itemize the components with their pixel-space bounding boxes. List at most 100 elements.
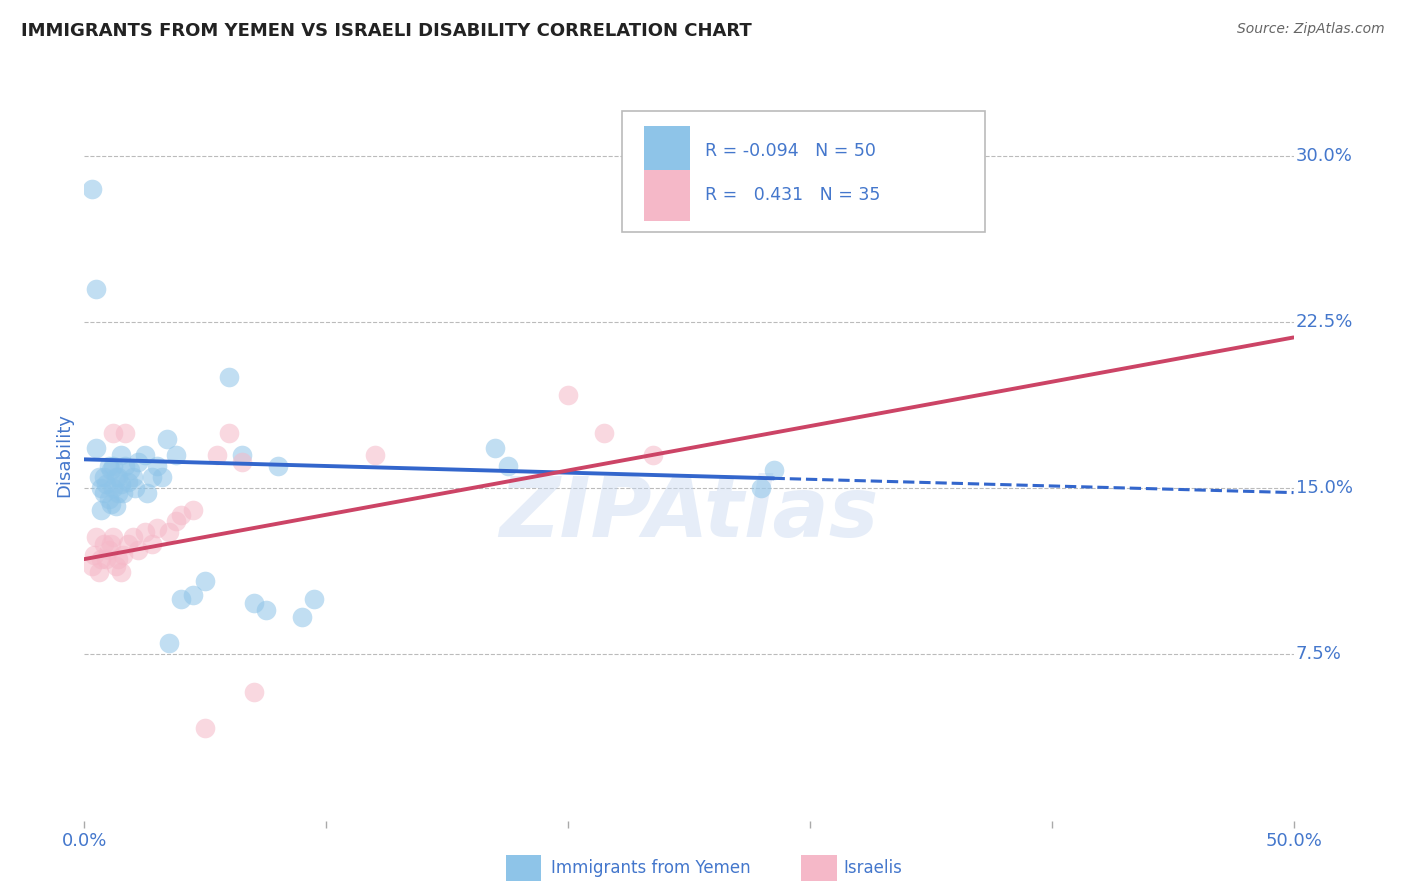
Point xyxy=(90,503,112,517)
Point xyxy=(127,543,149,558)
Point xyxy=(112,548,135,562)
Point xyxy=(80,558,103,573)
Point xyxy=(242,685,264,699)
FancyBboxPatch shape xyxy=(623,112,986,232)
Point xyxy=(103,458,125,473)
Point xyxy=(110,566,132,580)
Point xyxy=(112,485,135,500)
Text: 7.5%: 7.5% xyxy=(1296,646,1341,664)
Bar xyxy=(644,169,690,221)
Point xyxy=(157,525,180,540)
Point xyxy=(194,721,217,735)
Point xyxy=(86,282,108,296)
Point xyxy=(104,558,127,573)
Point xyxy=(141,470,163,484)
Text: IMMIGRANTS FROM YEMEN VS ISRAELI DISABILITY CORRELATION CHART: IMMIGRANTS FROM YEMEN VS ISRAELI DISABIL… xyxy=(21,22,752,40)
Point xyxy=(117,475,139,489)
Point xyxy=(165,448,187,462)
Point xyxy=(291,609,314,624)
Text: 15.0%: 15.0% xyxy=(1296,479,1353,497)
Point xyxy=(87,470,110,484)
Point xyxy=(93,470,115,484)
Point xyxy=(87,566,110,580)
Text: 22.5%: 22.5% xyxy=(1296,313,1354,331)
Point xyxy=(93,536,115,550)
Point xyxy=(231,454,253,468)
Point xyxy=(134,448,156,462)
Point xyxy=(80,182,103,196)
Point xyxy=(207,448,229,462)
Point xyxy=(363,448,385,462)
Text: R =   0.431   N = 35: R = 0.431 N = 35 xyxy=(704,186,880,204)
Point xyxy=(83,548,105,562)
Point xyxy=(267,458,290,473)
Point xyxy=(165,515,187,529)
Point xyxy=(90,481,112,495)
Point xyxy=(114,425,136,440)
Point xyxy=(103,425,125,440)
Point xyxy=(100,497,122,511)
Point xyxy=(93,485,115,500)
Point xyxy=(762,463,785,477)
Point xyxy=(181,588,204,602)
Point xyxy=(170,508,193,522)
Point xyxy=(751,481,773,495)
Point xyxy=(97,543,120,558)
Point xyxy=(134,525,156,540)
Point xyxy=(121,530,143,544)
Point xyxy=(218,370,240,384)
Text: Immigrants from Yemen: Immigrants from Yemen xyxy=(551,859,751,877)
Point xyxy=(97,492,120,507)
Text: R = -0.094   N = 50: R = -0.094 N = 50 xyxy=(704,143,876,161)
Text: 30.0%: 30.0% xyxy=(1296,146,1353,165)
Point xyxy=(194,574,217,589)
Point xyxy=(136,485,159,500)
Point xyxy=(157,636,180,650)
Point xyxy=(155,433,177,447)
Point xyxy=(100,463,122,477)
Point xyxy=(218,425,240,440)
Point xyxy=(146,458,169,473)
Text: ZIPAtlas: ZIPAtlas xyxy=(499,473,879,554)
Point xyxy=(94,552,117,566)
Point xyxy=(641,448,664,462)
Point xyxy=(170,592,193,607)
Text: Israelis: Israelis xyxy=(844,859,903,877)
Point xyxy=(302,592,325,607)
Point xyxy=(86,442,108,456)
Point xyxy=(242,596,264,610)
Bar xyxy=(644,126,690,177)
Point xyxy=(104,470,127,484)
Point xyxy=(110,448,132,462)
Point xyxy=(86,530,108,544)
Point xyxy=(110,476,132,491)
Point xyxy=(127,454,149,468)
Point xyxy=(496,458,519,473)
Point xyxy=(146,521,169,535)
Point xyxy=(117,536,139,550)
Point xyxy=(150,470,173,484)
Point xyxy=(231,448,253,462)
Point xyxy=(94,476,117,491)
Point xyxy=(100,536,122,550)
Y-axis label: Disability: Disability xyxy=(55,413,73,497)
Point xyxy=(114,458,136,473)
Point xyxy=(181,503,204,517)
Point xyxy=(124,481,146,495)
Text: Source: ZipAtlas.com: Source: ZipAtlas.com xyxy=(1237,22,1385,37)
Point xyxy=(484,442,506,456)
Point xyxy=(107,470,129,484)
Point xyxy=(97,458,120,473)
Point xyxy=(141,536,163,550)
Point xyxy=(121,470,143,484)
Point xyxy=(107,485,129,500)
Point xyxy=(103,530,125,544)
Point xyxy=(557,388,579,402)
Point xyxy=(107,552,129,566)
Point xyxy=(120,463,142,477)
Point xyxy=(103,481,125,495)
Point xyxy=(593,425,616,440)
Point xyxy=(104,499,127,513)
Point xyxy=(254,603,277,617)
Point xyxy=(90,552,112,566)
